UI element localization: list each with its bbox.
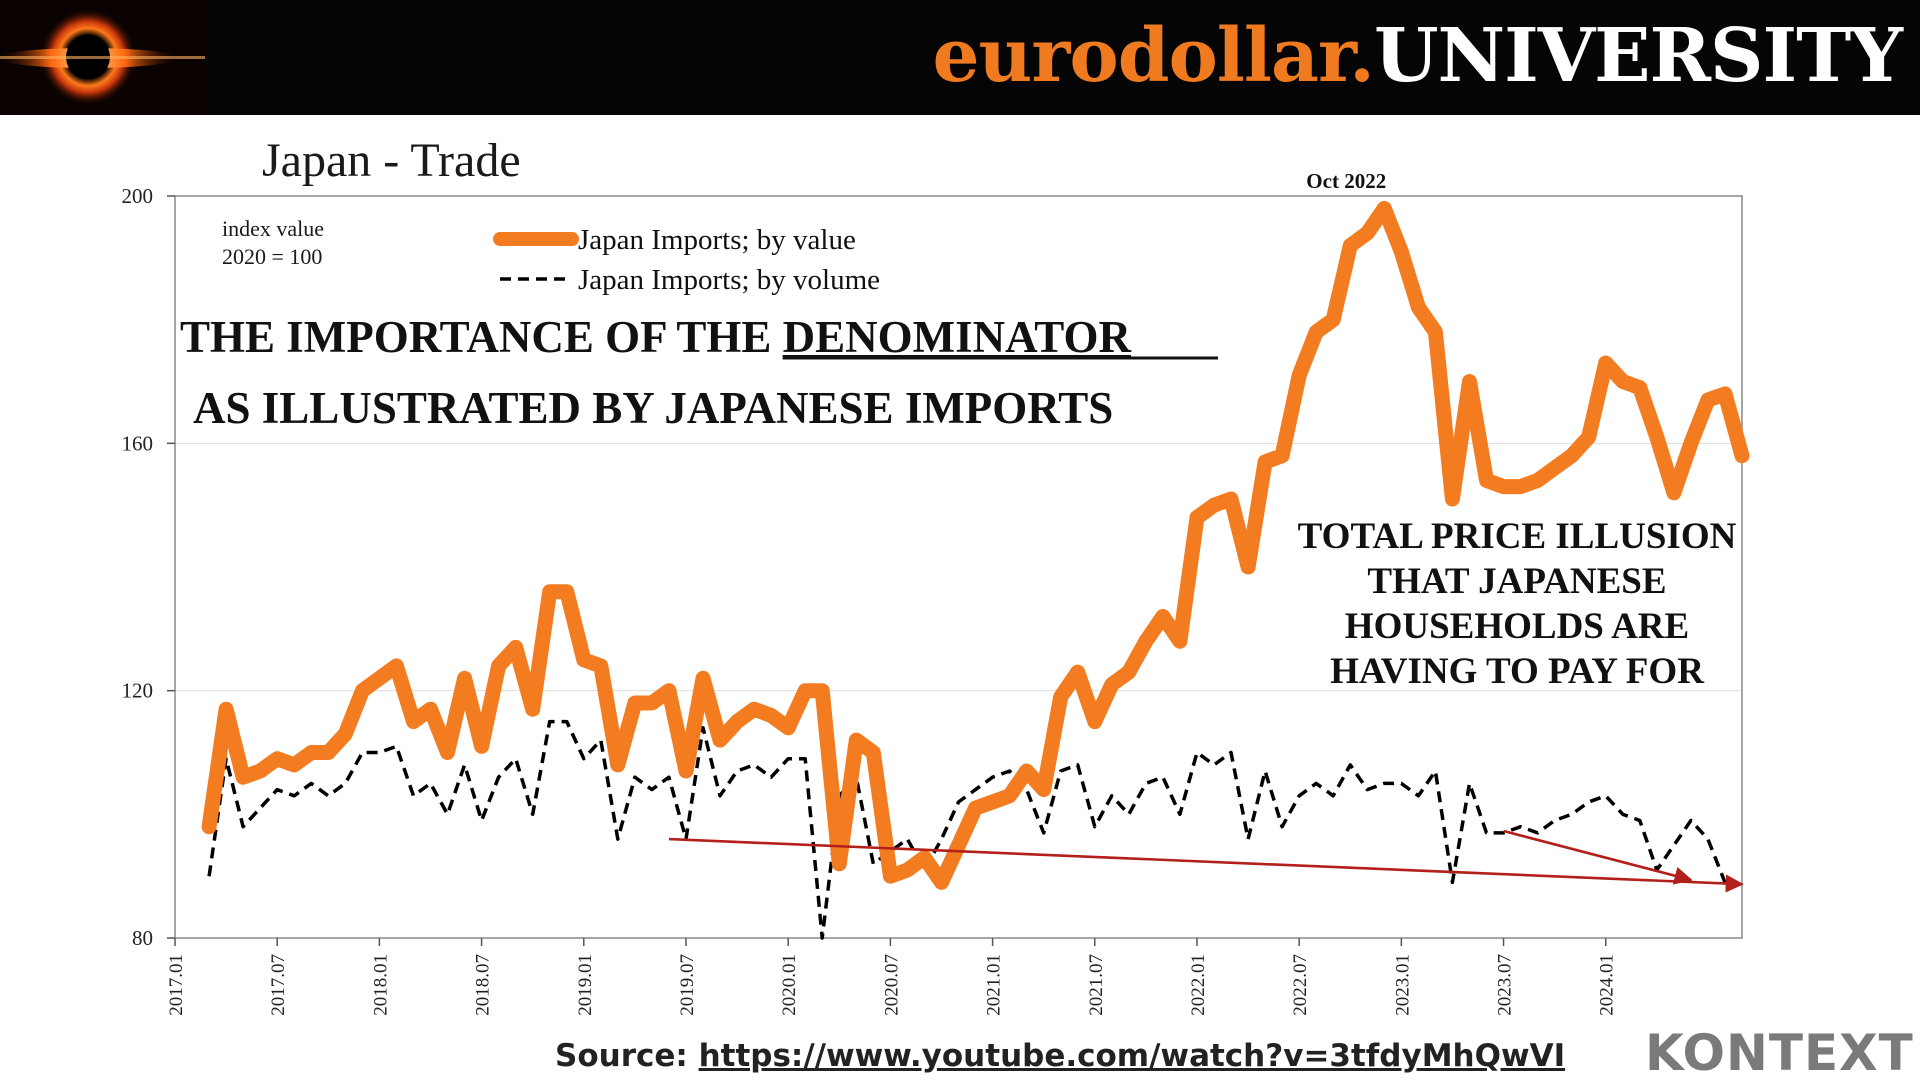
callout-line-3: HOUSEHOLDS ARE [1345, 606, 1689, 647]
headline-line1: THE IMPORTANCE OF THE DENOMINATOR [180, 312, 1132, 362]
trend-arrows [668, 829, 1744, 893]
y-axis: 80 120 160 200 [122, 184, 175, 950]
legend: Japan Imports; by value Japan Imports; b… [493, 224, 880, 296]
x-tick-label: 2017.01 [166, 954, 187, 1016]
x-tick-label: 2018.07 [473, 954, 494, 1016]
y-tick-label: 80 [132, 926, 153, 950]
y-tick-label: 200 [122, 184, 154, 208]
x-tick-label: 2019.07 [677, 954, 698, 1016]
x-tick-label: 2020.01 [779, 954, 800, 1016]
trend-arrow-1 [668, 837, 1744, 893]
peak-label: Oct 2022 [1306, 169, 1386, 193]
x-tick-label: 2021.01 [984, 954, 1005, 1016]
source-citation: Source: https://www.youtube.com/watch?v=… [555, 1038, 1565, 1074]
callout-line-4: HAVING TO PAY FOR [1330, 651, 1705, 692]
brand-part-university: UNIVERSITY [1373, 13, 1903, 99]
x-tick-label: 2021.07 [1086, 954, 1107, 1016]
plot-frame [174, 195, 1743, 939]
y-tick-label: 160 [122, 431, 154, 455]
trend-arrow-2 [1503, 829, 1693, 885]
x-tick-label: 2019.01 [575, 954, 596, 1016]
x-tick-label: 2018.01 [370, 954, 391, 1016]
source-label: Source: [555, 1038, 699, 1074]
index-note-line2: 2020 = 100 [222, 244, 322, 269]
trade-chart: Japan - Trade index value 2020 = 100 80 1… [122, 134, 1750, 1016]
series-line-volume [207, 719, 1727, 940]
callout-text: TOTAL PRICE ILLUSION THAT JAPANESE HOUSE… [1298, 516, 1737, 692]
series-line-value [201, 200, 1750, 890]
callout-line-1: TOTAL PRICE ILLUSION [1298, 516, 1737, 557]
source-link[interactable]: https://www.youtube.com/watch?v=3tfdyMhQ… [698, 1038, 1566, 1074]
header-bar: eurodollar.UNIVERSITY [0, 0, 1920, 115]
legend-label-value: Japan Imports; by value [578, 224, 856, 256]
index-note-line1: index value [222, 216, 324, 241]
brand-wordmark: eurodollar.UNIVERSITY [932, 6, 1903, 106]
x-tick-label: 2023.01 [1392, 954, 1413, 1016]
x-tick-label: 2017.07 [268, 954, 289, 1016]
x-tick-label: 2022.07 [1290, 954, 1311, 1016]
x-tick-label: 2022.01 [1188, 954, 1209, 1016]
black-hole-ring-icon [0, 0, 205, 115]
x-tick-label: 2023.07 [1495, 954, 1516, 1016]
x-tick-label: 2020.07 [881, 954, 902, 1016]
chart-title: Japan - Trade [262, 134, 521, 187]
y-tick-label: 120 [122, 679, 154, 703]
kontext-watermark: KONTEXT [1645, 1024, 1914, 1082]
x-tick-label: 2024.01 [1597, 954, 1618, 1016]
headline-line2: AS ILLUSTRATED BY JAPANESE IMPORTS [193, 383, 1113, 433]
headline-line1-emphasis: DENOMINATOR [783, 312, 1132, 362]
callout-line-2: THAT JAPANESE [1367, 561, 1666, 602]
brand-part-eurodollar: eurodollar. [932, 13, 1374, 99]
headline-line1-prefix: THE IMPORTANCE OF THE [180, 312, 783, 362]
x-axis: 2017.01 2017.07 2018.01 2018.07 2019.01 2019.… [166, 938, 1618, 1016]
legend-label-volume: Japan Imports; by volume [578, 264, 880, 296]
